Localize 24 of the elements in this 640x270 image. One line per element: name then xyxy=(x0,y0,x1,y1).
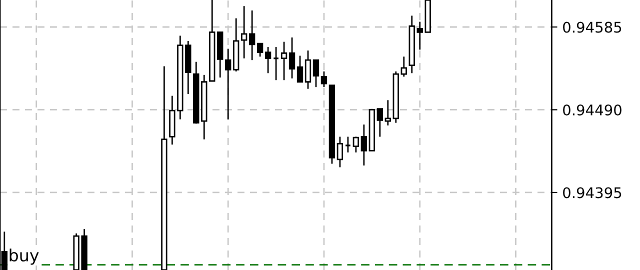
candlestick xyxy=(264,46,272,74)
candlestick xyxy=(416,21,423,50)
candlestick xyxy=(296,55,304,83)
ref-line-label: buy xyxy=(10,248,39,265)
candlestick xyxy=(288,36,296,80)
candlestick xyxy=(376,108,383,138)
candlestick xyxy=(384,99,391,126)
candlestick xyxy=(344,136,352,154)
candlestick xyxy=(352,136,360,154)
candlestick xyxy=(225,48,232,120)
y-tick-label: 0.94395 xyxy=(563,187,622,198)
candlestick xyxy=(272,46,280,81)
candlestick xyxy=(280,41,288,81)
candlestick xyxy=(256,42,264,58)
candlestick xyxy=(240,5,248,60)
candlestick xyxy=(336,136,344,168)
candlestick xyxy=(360,124,368,166)
candlestick xyxy=(320,70,328,88)
candlestick xyxy=(304,50,312,90)
candlestick xyxy=(248,10,256,61)
candlestick xyxy=(400,56,407,78)
y-tick-label: 0.94585 xyxy=(563,22,622,33)
y-tick-label: 0.94490 xyxy=(563,104,622,116)
candlestick xyxy=(312,59,320,88)
